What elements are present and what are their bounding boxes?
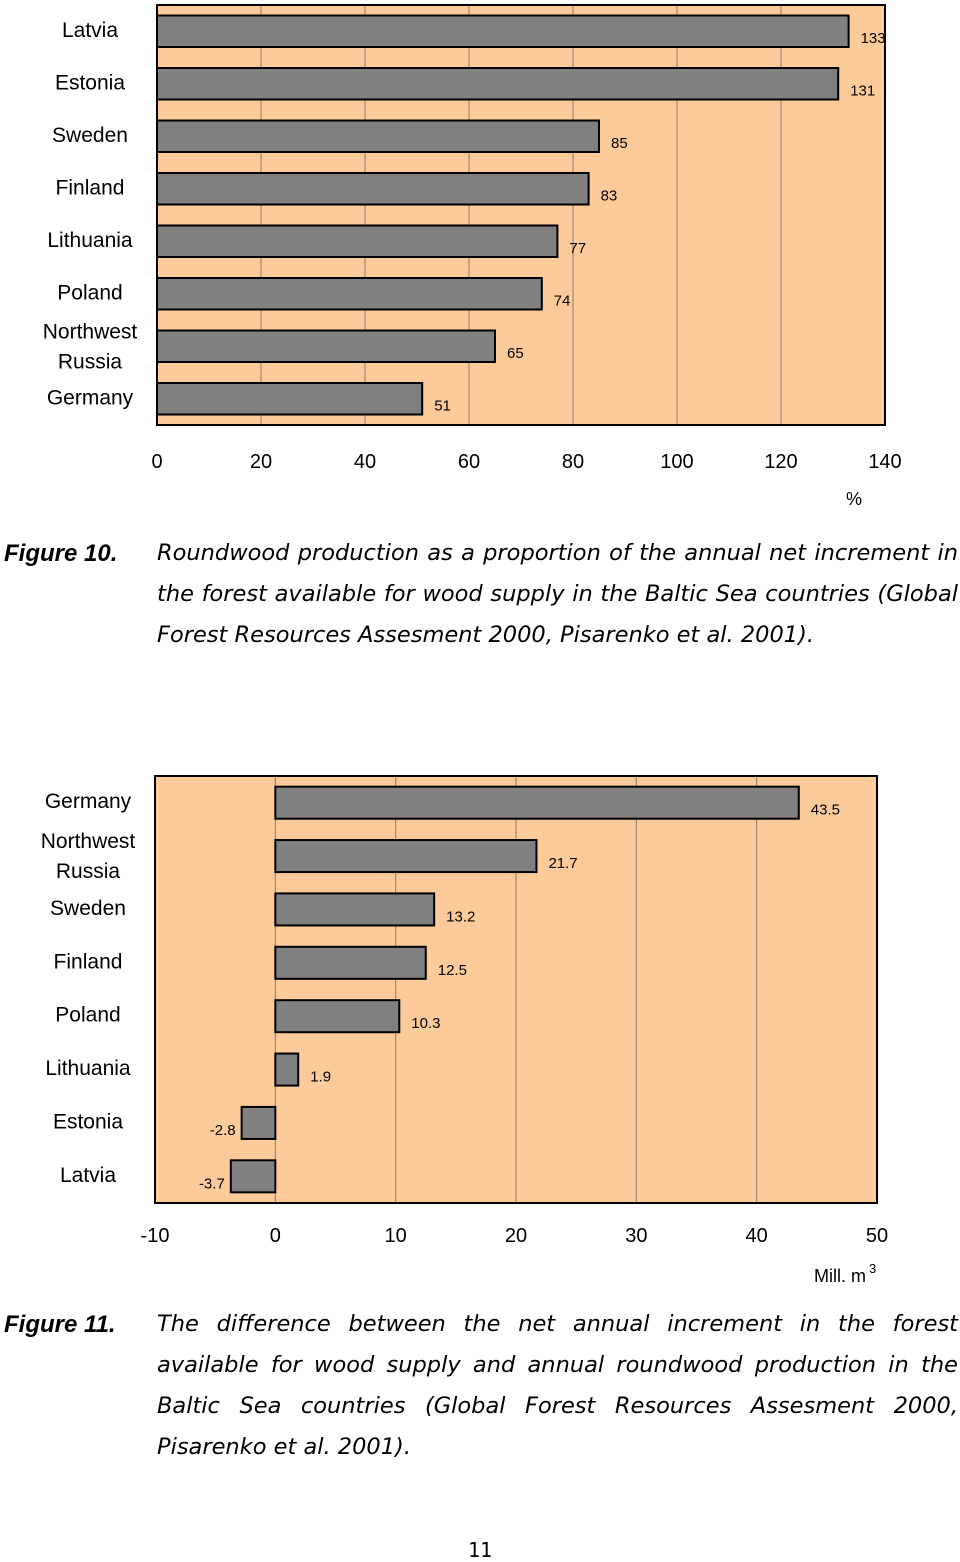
x-tick-label: 20 (505, 1225, 527, 1247)
category-label: Lithuania (47, 229, 133, 252)
data-label: 77 (569, 240, 586, 257)
figure-10-chart: 0 20 40 60 80 100 120 140 133 Latvia 131 Estonia 85 S… (43, 4, 902, 509)
category-label-line: Northwest (41, 830, 136, 853)
bar (274, 892, 436, 927)
x-tick-label: 40 (746, 1225, 768, 1247)
data-label: -3.7 (199, 1175, 225, 1192)
category-label-line: Russia (58, 350, 123, 373)
data-label: 74 (554, 293, 571, 310)
bar (274, 839, 538, 874)
figure-11-label: Figure 11. (4, 1311, 116, 1338)
bar (229, 1159, 277, 1194)
bar (156, 224, 559, 258)
category-label-line: Northwest (43, 320, 138, 343)
data-label: 21.7 (548, 855, 577, 872)
figure-10-caption-text: Roundwood production as a proportion of … (157, 540, 958, 648)
data-label: 131 (850, 83, 875, 100)
category-label: Estonia (53, 1110, 123, 1133)
page-number: 11 (467, 1538, 493, 1562)
category-label: Sweden (50, 897, 126, 920)
category-label: Latvia (62, 19, 118, 42)
category-label: Poland (55, 1004, 120, 1027)
data-label: 133 (861, 30, 886, 47)
x-tick-label: 0 (270, 1225, 281, 1247)
plot-border (156, 4, 886, 426)
category-label: Finland (56, 176, 125, 199)
category-label: Northwest Russia (43, 320, 138, 373)
x-tick-label: 30 (625, 1225, 647, 1247)
x-tick-label: -10 (141, 1225, 170, 1247)
figure-11-caption-text: The difference between the net annual in… (157, 1311, 958, 1460)
x-tick-label: 100 (660, 451, 693, 473)
category-label: Lithuania (45, 1057, 131, 1080)
bar (156, 14, 850, 48)
plot-border (154, 775, 878, 1204)
category-label: Germany (47, 386, 134, 409)
data-label: 65 (507, 345, 524, 362)
data-label: 85 (611, 135, 628, 152)
category-label: Northwest Russia (41, 830, 136, 883)
figure-11-chart: -10 0 10 20 30 40 50 43.5 Germany 21.7 Northwest Ru… (41, 775, 888, 1286)
bar (156, 382, 424, 416)
x-tick-label: 60 (458, 451, 480, 473)
bar (274, 785, 800, 820)
bar (274, 999, 401, 1034)
bar (156, 277, 543, 311)
data-label: 12.5 (438, 962, 467, 979)
bar (156, 119, 600, 153)
category-label: Poland (57, 281, 122, 304)
category-label-line: Russia (56, 860, 121, 883)
x-tick-label: 80 (562, 451, 584, 473)
figure-10-label: Figure 10. (4, 540, 118, 567)
x-tick-label: 20 (250, 451, 272, 473)
x-tick-label: 0 (151, 451, 162, 473)
data-label: 10.3 (411, 1015, 440, 1032)
bar (274, 1052, 300, 1087)
x-tick-label: 40 (354, 451, 376, 473)
data-label: 13.2 (446, 908, 475, 925)
data-label: -2.8 (210, 1122, 236, 1139)
x-tick-label: 10 (385, 1225, 407, 1247)
category-label: Latvia (60, 1164, 116, 1187)
data-label: 83 (601, 188, 618, 205)
category-label: Germany (45, 790, 132, 813)
bar (156, 67, 840, 101)
bar (274, 945, 427, 980)
category-label: Sweden (52, 124, 128, 147)
bar (156, 329, 496, 363)
x-tick-label: 140 (868, 451, 901, 473)
bar (240, 1105, 277, 1140)
x-axis-label: % (846, 489, 862, 509)
data-label: 51 (434, 398, 451, 415)
data-label: 43.5 (811, 802, 840, 819)
x-tick-label: 120 (764, 451, 797, 473)
figure-11-caption: Figure 11. The difference between the ne… (0, 1304, 958, 1468)
x-axis-label: Mill. m (814, 1266, 866, 1286)
bar (156, 172, 590, 206)
data-label: 1.9 (310, 1069, 331, 1086)
category-label: Estonia (55, 71, 125, 94)
category-label: Finland (54, 950, 123, 973)
figure-10-caption: Figure 10. Roundwood production as a pro… (0, 533, 958, 656)
x-axis-label-superscript: 3 (869, 1261, 876, 1276)
x-tick-label: 50 (866, 1225, 888, 1247)
